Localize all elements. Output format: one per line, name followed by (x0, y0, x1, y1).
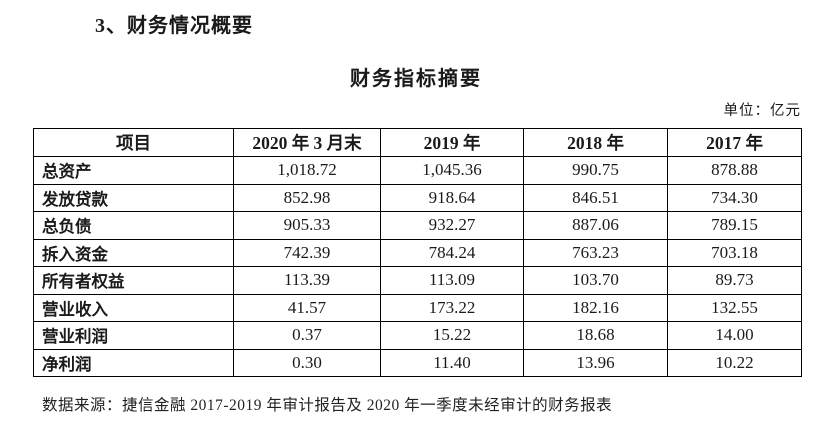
column-header: 2017 年 (667, 128, 802, 157)
column-header: 2020 年 3 月末 (233, 128, 381, 157)
table-cell: 887.06 (523, 211, 668, 240)
table-cell: 918.64 (380, 183, 524, 212)
table-cell: 132.55 (667, 293, 802, 322)
financial-indicators-table: 项目 2020 年 3 月末 2019 年 2018 年 2017 年 总资产 1,018… (33, 128, 802, 377)
row-label: 净利润 (33, 348, 234, 377)
table-row: 所有者权益 113.39 113.09 103.70 89.73 (33, 266, 802, 295)
table-cell: 0.30 (233, 348, 381, 377)
table-cell: 932.27 (380, 211, 524, 240)
row-label: 营业收入 (33, 293, 234, 322)
row-label: 总资产 (33, 156, 234, 185)
table-cell: 784.24 (380, 238, 524, 267)
table-row: 发放贷款 852.98 918.64 846.51 734.30 (33, 183, 802, 212)
table-cell: 846.51 (523, 183, 668, 212)
section-heading: 3、财务情况概要 (95, 15, 253, 37)
table-cell: 18.68 (523, 321, 668, 350)
table-row: 总资产 1,018.72 1,045.36 990.75 878.88 (33, 156, 802, 185)
row-label: 拆入资金 (33, 238, 234, 267)
table-cell: 182.16 (523, 293, 668, 322)
source-note: 数据来源：捷信金融 2017-2019 年审计报告及 2020 年一季度未经审计… (42, 397, 613, 414)
table-cell: 13.96 (523, 348, 668, 377)
table-cell: 15.22 (380, 321, 524, 350)
table-cell: 14.00 (667, 321, 802, 350)
table-cell: 703.18 (667, 238, 802, 267)
table-cell: 763.23 (523, 238, 668, 267)
table-cell: 905.33 (233, 211, 381, 240)
table-header-row: 项目 2020 年 3 月末 2019 年 2018 年 2017 年 (33, 128, 802, 157)
table-cell: 103.70 (523, 266, 668, 295)
table-row: 拆入资金 742.39 784.24 763.23 703.18 (33, 238, 802, 267)
table-cell: 11.40 (380, 348, 524, 377)
table-body: 总资产 1,018.72 1,045.36 990.75 878.88 发放贷款 852.9… (33, 156, 802, 377)
table-cell: 852.98 (233, 183, 381, 212)
table-cell: 990.75 (523, 156, 668, 185)
table-row: 营业收入 41.57 173.22 182.16 132.55 (33, 293, 802, 322)
table-cell: 878.88 (667, 156, 802, 185)
table-cell: 1,045.36 (380, 156, 524, 185)
column-header: 2018 年 (523, 128, 668, 157)
table-title: 财务指标摘要 (350, 68, 482, 90)
table-cell: 10.22 (667, 348, 802, 377)
table-row: 净利润 0.30 11.40 13.96 10.22 (33, 348, 802, 377)
column-header: 项目 (33, 128, 234, 157)
unit-label: 单位：亿元 (723, 103, 801, 119)
table-cell: 734.30 (667, 183, 802, 212)
column-header: 2019 年 (380, 128, 524, 157)
table-cell: 89.73 (667, 266, 802, 295)
table-cell: 789.15 (667, 211, 802, 240)
row-label: 所有者权益 (33, 266, 234, 295)
table-cell: 1,018.72 (233, 156, 381, 185)
row-label: 发放贷款 (33, 183, 234, 212)
table-cell: 41.57 (233, 293, 381, 322)
row-label: 营业利润 (33, 321, 234, 350)
table-row: 营业利润 0.37 15.22 18.68 14.00 (33, 321, 802, 350)
table-cell: 173.22 (380, 293, 524, 322)
table-cell: 113.39 (233, 266, 381, 295)
table-row: 总负债 905.33 932.27 887.06 789.15 (33, 211, 802, 240)
table-cell: 742.39 (233, 238, 381, 267)
table-cell: 0.37 (233, 321, 381, 350)
row-label: 总负债 (33, 211, 234, 240)
table-cell: 113.09 (380, 266, 524, 295)
